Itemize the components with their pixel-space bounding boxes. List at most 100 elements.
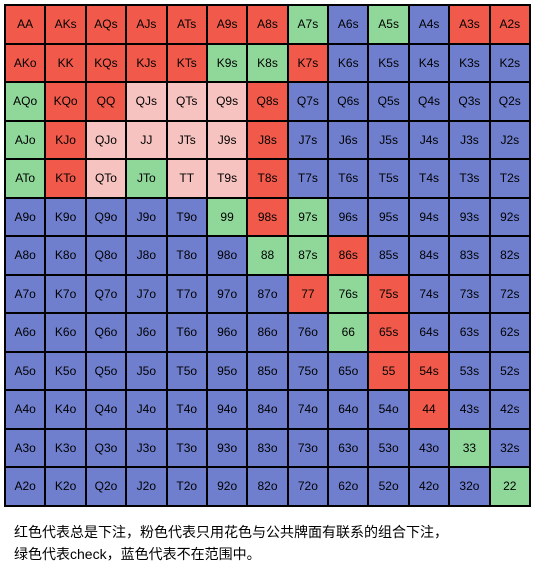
hand-cell-T5o: T5o	[167, 352, 207, 391]
hand-cell-A2o: A2o	[5, 467, 45, 506]
hand-cell-32o: 32o	[449, 467, 489, 506]
hand-cell-T9s: T9s	[207, 159, 247, 198]
hand-cell-T6o: T6o	[167, 313, 207, 352]
hand-cell-T6s: T6s	[328, 159, 368, 198]
hand-cell-63s: 63s	[449, 313, 489, 352]
legend-line-2: 绿色代表check，蓝色代表不在范围中。	[14, 546, 261, 562]
hand-cell-92s: 92s	[490, 198, 530, 237]
hand-cell-J2o: J2o	[126, 467, 166, 506]
hand-cell-42o: 42o	[409, 467, 449, 506]
hand-cell-Q8o: Q8o	[86, 236, 126, 275]
hand-cell-82s: 82s	[490, 236, 530, 275]
hand-cell-AQo: AQo	[5, 82, 45, 121]
hand-cell-KQs: KQs	[86, 44, 126, 83]
hand-cell-66: 66	[328, 313, 368, 352]
poker-range-chart: AAAKsAQsAJsATsA9sA8sA7sA6sA5sA4sA3sA2sAK…	[0, 0, 533, 511]
hand-cell-87s: 87s	[288, 236, 328, 275]
hand-cell-K7o: K7o	[45, 275, 85, 314]
hand-cell-99: 99	[207, 198, 247, 237]
hand-cell-K7s: K7s	[288, 44, 328, 83]
hand-cell-Q3s: Q3s	[449, 82, 489, 121]
hand-cell-52s: 52s	[490, 352, 530, 391]
hand-cell-QTs: QTs	[167, 82, 207, 121]
hand-cell-74o: 74o	[288, 390, 328, 429]
hand-cell-83o: 83o	[247, 429, 287, 468]
hand-cell-AKs: AKs	[45, 5, 85, 44]
hand-cell-K2s: K2s	[490, 44, 530, 83]
hand-cell-A7s: A7s	[288, 5, 328, 44]
hand-cell-Q6o: Q6o	[86, 313, 126, 352]
hand-cell-A5o: A5o	[5, 352, 45, 391]
hand-cell-T9o: T9o	[167, 198, 207, 237]
hand-cell-95o: 95o	[207, 352, 247, 391]
hand-cell-J2s: J2s	[490, 121, 530, 160]
hand-cell-K6o: K6o	[45, 313, 85, 352]
hand-cell-A8s: A8s	[247, 5, 287, 44]
hand-cell-76o: 76o	[288, 313, 328, 352]
hand-cell-K8o: K8o	[45, 236, 85, 275]
hand-cell-75o: 75o	[288, 352, 328, 391]
hand-cell-22: 22	[490, 467, 530, 506]
hand-cell-K4o: K4o	[45, 390, 85, 429]
hand-cell-Q9s: Q9s	[207, 82, 247, 121]
hand-cell-KTo: KTo	[45, 159, 85, 198]
hand-cell-32s: 32s	[490, 429, 530, 468]
hand-cell-T7s: T7s	[288, 159, 328, 198]
legend: 红色代表总是下注，粉色代表只用花色与公共牌面有联系的组合下注， 绿色代表chec…	[0, 511, 533, 580]
hand-cell-J4s: J4s	[409, 121, 449, 160]
hand-cell-KJs: KJs	[126, 44, 166, 83]
hand-cell-J8o: J8o	[126, 236, 166, 275]
hand-cell-K5s: K5s	[368, 44, 408, 83]
hand-cell-AA: AA	[5, 5, 45, 44]
hand-cell-QJo: QJo	[86, 121, 126, 160]
hand-cell-Q8s: Q8s	[247, 82, 287, 121]
hand-cell-K9o: K9o	[45, 198, 85, 237]
hand-cell-96s: 96s	[328, 198, 368, 237]
hand-cell-A4o: A4o	[5, 390, 45, 429]
hand-cell-43o: 43o	[409, 429, 449, 468]
hand-cell-52o: 52o	[368, 467, 408, 506]
hand-cell-42s: 42s	[490, 390, 530, 429]
hand-cell-72s: 72s	[490, 275, 530, 314]
hand-cell-T8o: T8o	[167, 236, 207, 275]
hand-cell-54s: 54s	[409, 352, 449, 391]
hand-cell-Q2s: Q2s	[490, 82, 530, 121]
hand-cell-J6s: J6s	[328, 121, 368, 160]
hand-cell-86s: 86s	[328, 236, 368, 275]
hand-cell-A6s: A6s	[328, 5, 368, 44]
hand-grid: AAAKsAQsAJsATsA9sA8sA7sA6sA5sA4sA3sA2sAK…	[4, 4, 531, 507]
hand-cell-33: 33	[449, 429, 489, 468]
hand-cell-K6s: K6s	[328, 44, 368, 83]
hand-cell-T7o: T7o	[167, 275, 207, 314]
hand-cell-84s: 84s	[409, 236, 449, 275]
hand-cell-53s: 53s	[449, 352, 489, 391]
hand-cell-K9s: K9s	[207, 44, 247, 83]
hand-cell-94o: 94o	[207, 390, 247, 429]
hand-cell-Q7s: Q7s	[288, 82, 328, 121]
hand-cell-96o: 96o	[207, 313, 247, 352]
hand-cell-K5o: K5o	[45, 352, 85, 391]
hand-cell-A9s: A9s	[207, 5, 247, 44]
hand-cell-T4o: T4o	[167, 390, 207, 429]
hand-cell-62s: 62s	[490, 313, 530, 352]
hand-cell-J5s: J5s	[368, 121, 408, 160]
hand-cell-97o: 97o	[207, 275, 247, 314]
hand-cell-ATo: ATo	[5, 159, 45, 198]
hand-cell-K4s: K4s	[409, 44, 449, 83]
hand-cell-64s: 64s	[409, 313, 449, 352]
hand-cell-86o: 86o	[247, 313, 287, 352]
hand-cell-JTo: JTo	[126, 159, 166, 198]
hand-cell-J6o: J6o	[126, 313, 166, 352]
hand-cell-A3o: A3o	[5, 429, 45, 468]
hand-cell-A2s: A2s	[490, 5, 530, 44]
hand-cell-92o: 92o	[207, 467, 247, 506]
hand-cell-95s: 95s	[368, 198, 408, 237]
hand-cell-QTo: QTo	[86, 159, 126, 198]
hand-cell-93s: 93s	[449, 198, 489, 237]
hand-cell-73s: 73s	[449, 275, 489, 314]
hand-cell-77: 77	[288, 275, 328, 314]
hand-cell-Q7o: Q7o	[86, 275, 126, 314]
hand-cell-Q9o: Q9o	[86, 198, 126, 237]
hand-cell-62o: 62o	[328, 467, 368, 506]
hand-cell-98s: 98s	[247, 198, 287, 237]
